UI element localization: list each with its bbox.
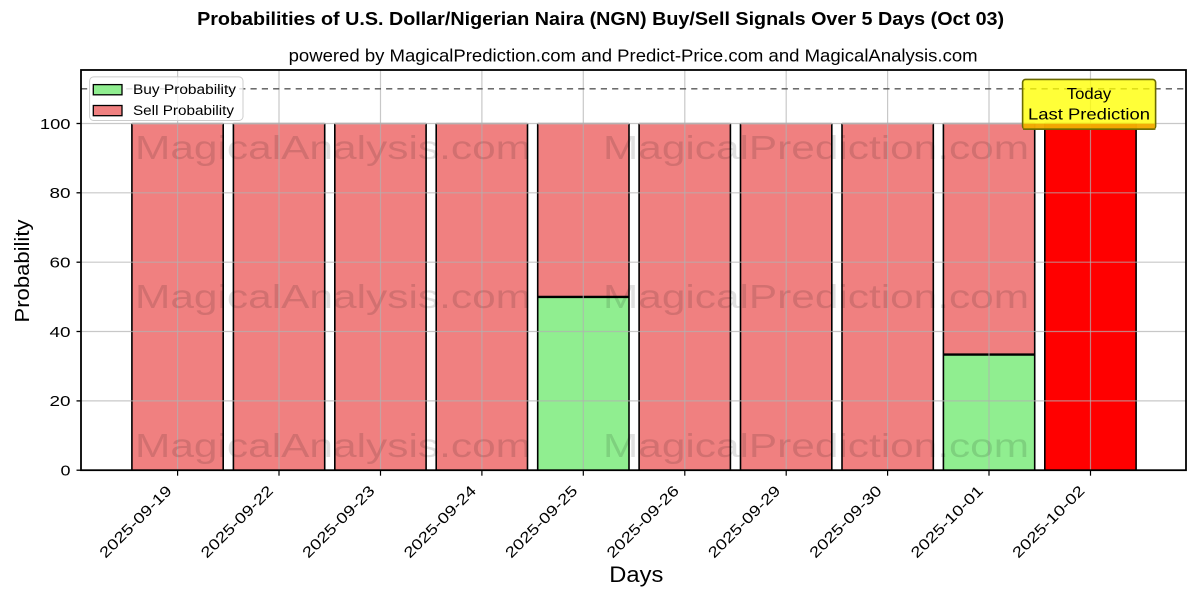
svg-text:0: 0 bbox=[61, 463, 71, 480]
svg-text:MagicalPrediction.com: MagicalPrediction.com bbox=[603, 130, 1029, 167]
svg-text:Today: Today bbox=[1067, 86, 1112, 103]
svg-text:80: 80 bbox=[50, 185, 71, 202]
svg-text:powered by MagicalPrediction.c: powered by MagicalPrediction.com and Pre… bbox=[289, 45, 978, 65]
svg-text:40: 40 bbox=[50, 324, 71, 341]
svg-text:60: 60 bbox=[50, 255, 71, 272]
svg-text:MagicalPrediction.com: MagicalPrediction.com bbox=[603, 428, 1029, 465]
svg-text:Days: Days bbox=[609, 562, 663, 587]
svg-text:Probabilities of U.S. Dollar/N: Probabilities of U.S. Dollar/Nigerian Na… bbox=[197, 8, 1004, 29]
svg-text:Last Prediction: Last Prediction bbox=[1028, 107, 1150, 124]
svg-text:Buy Probability: Buy Probability bbox=[133, 82, 236, 97]
svg-text:Probability: Probability bbox=[12, 220, 34, 323]
svg-text:100: 100 bbox=[40, 116, 71, 133]
svg-text:MagicalAnalysis.com: MagicalAnalysis.com bbox=[135, 279, 531, 316]
svg-text:MagicalAnalysis.com: MagicalAnalysis.com bbox=[135, 428, 531, 465]
svg-text:20: 20 bbox=[50, 393, 71, 410]
svg-text:MagicalAnalysis.com: MagicalAnalysis.com bbox=[135, 130, 531, 167]
svg-text:MagicalPrediction.com: MagicalPrediction.com bbox=[603, 279, 1029, 316]
svg-text:Sell Probability: Sell Probability bbox=[133, 103, 234, 118]
